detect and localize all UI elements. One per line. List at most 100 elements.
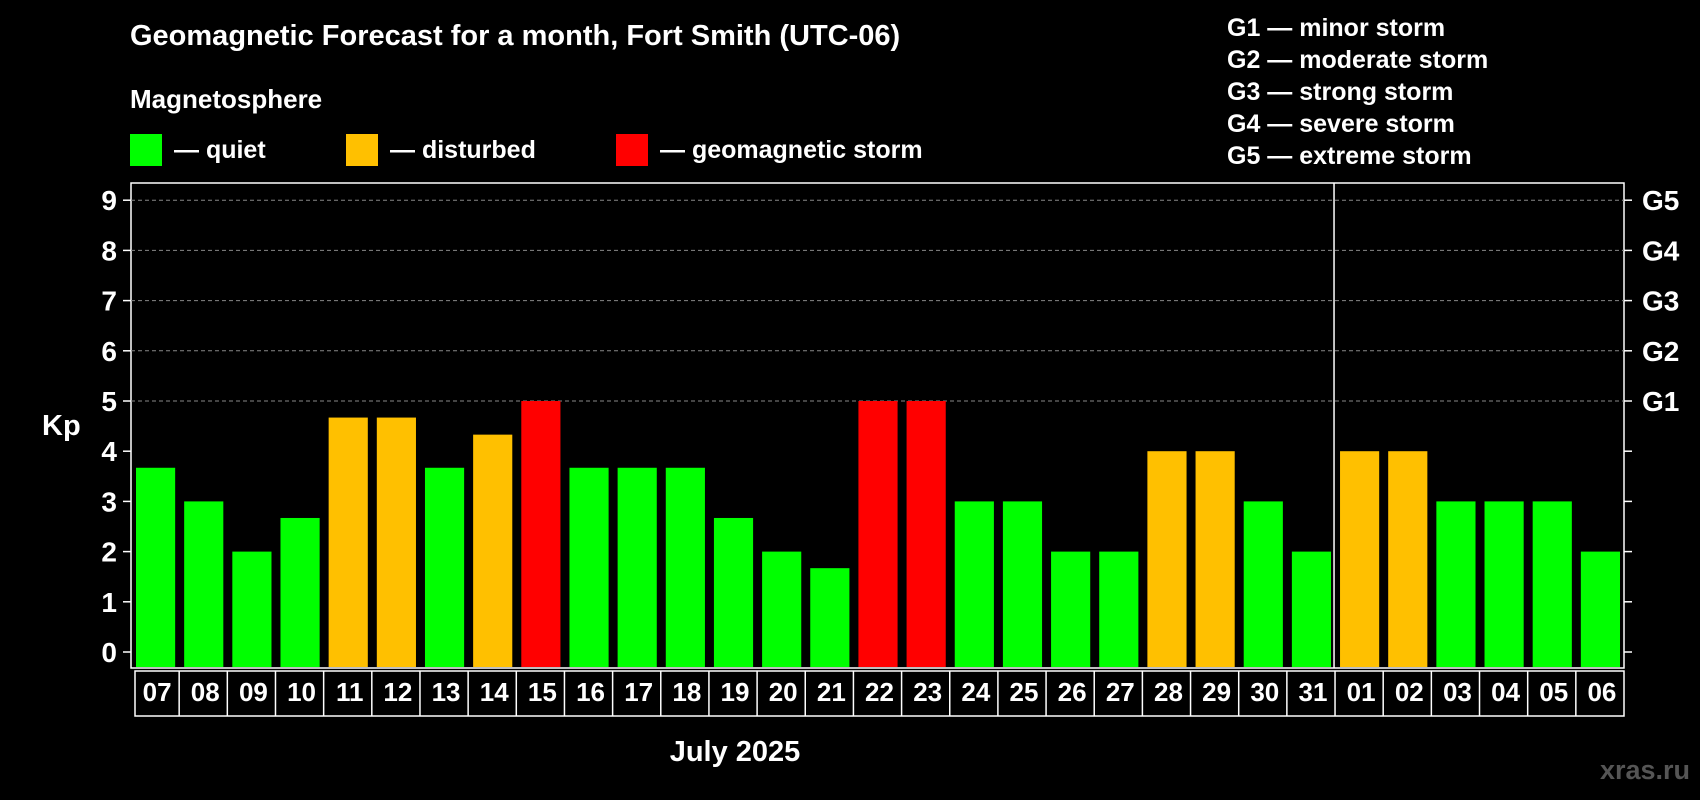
x-tick-label-22: 22 [865, 677, 894, 707]
right-axis-label-g1: G1 [1642, 386, 1679, 417]
bar-17 [617, 467, 657, 667]
x-tick-label-24: 24 [961, 677, 990, 707]
x-tick-label-14: 14 [480, 677, 509, 707]
y-tick-label-9: 9 [101, 185, 117, 216]
bar-01 [1340, 451, 1380, 667]
x-tick-label-21: 21 [817, 677, 846, 707]
storm-scale-legend: G1 — minor storm G2 — moderate storm G3 … [1227, 12, 1488, 172]
legend-storm-label: — geomagnetic storm [660, 135, 923, 164]
x-tick-label-08: 08 [191, 677, 220, 707]
bar-15 [521, 401, 561, 667]
x-tick-label-18: 18 [672, 677, 701, 707]
x-tick-label-15: 15 [528, 677, 557, 707]
legend-quiet: — quiet [130, 134, 266, 166]
x-tick-label-09: 09 [239, 677, 268, 707]
x-tick-label-17: 17 [624, 677, 653, 707]
bar-25 [1002, 501, 1043, 667]
x-tick-label-25: 25 [1010, 677, 1039, 707]
bar-23 [906, 401, 946, 667]
x-tick-label-16: 16 [576, 677, 605, 707]
bar-09 [232, 551, 272, 667]
bar-02 [1388, 451, 1428, 667]
x-tick-label-26: 26 [1058, 677, 1087, 707]
x-tick-label-29: 29 [1202, 677, 1231, 707]
bar-19 [713, 517, 754, 667]
right-axis-label-g3: G3 [1642, 286, 1679, 317]
bar-03 [1436, 501, 1476, 667]
bar-18 [665, 467, 705, 667]
legend-disturbed: — disturbed [346, 134, 536, 166]
y-tick-label-5: 5 [101, 386, 117, 417]
bar-28 [1147, 451, 1187, 667]
x-tick-label-12: 12 [383, 677, 412, 707]
right-axis-label-g2: G2 [1642, 336, 1679, 367]
bar-10 [280, 517, 320, 667]
legend-quiet-swatch [130, 134, 162, 166]
y-tick-label-3: 3 [101, 486, 117, 517]
x-tick-label-27: 27 [1106, 677, 1135, 707]
x-tick-label-23: 23 [913, 677, 942, 707]
x-tick-label-01: 01 [1347, 677, 1376, 707]
legend-disturbed-swatch [346, 134, 378, 166]
storm-scale-g3: G3 — strong storm [1227, 78, 1454, 106]
x-tick-label-28: 28 [1154, 677, 1183, 707]
site-credit: xras.ru [1599, 755, 1690, 785]
date-row-frame [134, 670, 1625, 717]
y-tick-label-2: 2 [101, 537, 117, 568]
right-axis-label-g4: G4 [1642, 235, 1680, 266]
bar-07 [136, 467, 176, 667]
bar-16 [569, 467, 609, 667]
bar-12 [376, 417, 416, 667]
bar-14 [473, 434, 513, 667]
y-tick-label-6: 6 [101, 336, 117, 367]
x-tick-label-13: 13 [432, 677, 461, 707]
right-axis-label-g5: G5 [1642, 185, 1679, 216]
bar-21 [810, 568, 850, 667]
x-tick-label-19: 19 [721, 677, 750, 707]
bar-29 [1195, 451, 1235, 667]
legend-storm: — geomagnetic storm [616, 134, 923, 166]
legend-storm-swatch [616, 134, 648, 166]
x-tick-label-04: 04 [1491, 677, 1520, 707]
x-tick-label-03: 03 [1443, 677, 1472, 707]
bar-05 [1532, 501, 1572, 667]
legend-disturbed-label: — disturbed [390, 135, 536, 164]
x-tick-label-02: 02 [1395, 677, 1424, 707]
storm-scale-g5: G5 — extreme storm [1227, 142, 1472, 170]
y-tick-label-7: 7 [101, 286, 117, 317]
bar-22 [858, 401, 898, 667]
y-axis-label: Kp [42, 410, 81, 442]
x-axis-label: July 2025 [669, 736, 801, 768]
bar-08 [184, 501, 224, 667]
bar-27 [1099, 551, 1139, 667]
x-tick-label-07: 07 [143, 677, 172, 707]
bar-26 [1051, 551, 1091, 667]
storm-scale-g2: G2 — moderate storm [1227, 46, 1489, 74]
y-tick-label-4: 4 [101, 436, 117, 467]
section-label: Magnetosphere [130, 84, 323, 114]
bar-20 [762, 551, 802, 667]
x-tick-label-31: 31 [1298, 677, 1327, 707]
x-tick-label-20: 20 [769, 677, 798, 707]
legend-quiet-label: — quiet [174, 135, 266, 164]
x-tick-label-30: 30 [1250, 677, 1279, 707]
bar-11 [328, 417, 368, 667]
y-tick-label-1: 1 [101, 587, 117, 618]
bar-30 [1243, 501, 1283, 667]
bar-31 [1291, 551, 1332, 667]
chart-title: Geomagnetic Forecast for a month, Fort S… [130, 20, 901, 52]
x-tick-label-05: 05 [1539, 677, 1568, 707]
x-tick-label-11: 11 [336, 677, 364, 707]
bar-06 [1580, 551, 1620, 667]
bar-13 [424, 467, 465, 667]
storm-scale-g4: G4 — severe storm [1227, 110, 1455, 138]
x-tick-label-10: 10 [287, 677, 316, 707]
y-tick-label-0: 0 [101, 637, 117, 668]
y-tick-label-8: 8 [101, 235, 117, 266]
storm-scale-g1: G1 — minor storm [1227, 14, 1446, 42]
bar-24 [954, 501, 994, 667]
x-tick-label-06: 06 [1587, 677, 1616, 707]
bar-04 [1484, 501, 1524, 667]
plot-frame [130, 182, 1625, 669]
